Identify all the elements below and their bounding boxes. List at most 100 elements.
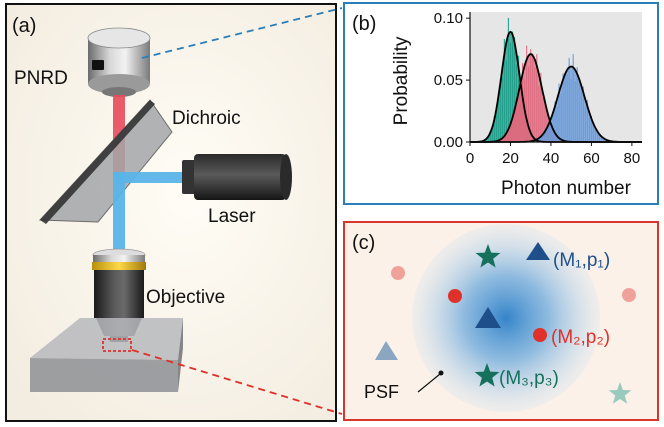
- series-0-bar: [489, 131, 491, 142]
- dichroic-label: Dichroic: [172, 108, 241, 129]
- series-2-bar: [570, 79, 572, 142]
- series-2-bar: [602, 138, 605, 142]
- connector-to-c: [131, 349, 343, 415]
- series-2-bar: [590, 116, 593, 142]
- x-tick-label: 20: [502, 150, 519, 167]
- panel-c: (c) (M₁,p₁) (M₂,p₂) (M₃,p₃) PSF: [343, 221, 659, 421]
- series-2-bar: [600, 135, 603, 142]
- series-1-bar: [526, 45, 528, 142]
- connector-to-b: [141, 7, 343, 59]
- y-tick-label: 0.05: [434, 72, 463, 89]
- series-2-bar: [566, 74, 568, 142]
- series-0-bar: [497, 96, 499, 142]
- series-2-bar: [604, 139, 607, 142]
- series-2-bar: [564, 75, 566, 142]
- series-2-bar: [574, 81, 576, 142]
- excitation-beam-horizontal: [113, 172, 185, 183]
- marker-label-m2: (M₂,p₂): [551, 327, 610, 348]
- series-2-bar: [540, 135, 542, 142]
- series-2-bar: [588, 117, 590, 142]
- series-0-bar: [499, 79, 501, 142]
- laser-source: [182, 154, 292, 200]
- series-2-bar: [598, 135, 601, 142]
- series-2-bar: [580, 88, 582, 142]
- series-2-bar: [544, 129, 546, 142]
- series-2-bar: [582, 86, 584, 142]
- series-1-bar: [544, 98, 546, 142]
- series-0-bar: [513, 37, 516, 142]
- series-2-bar: [586, 99, 588, 142]
- series-0-bar: [487, 137, 489, 142]
- marker-label-m1: (M₁,p₁): [553, 250, 610, 271]
- series-0-bar: [509, 42, 512, 143]
- series-1-bar: [546, 109, 548, 142]
- psf-pointer: [417, 373, 441, 393]
- x-tick-label: 0: [466, 150, 474, 167]
- series-2-bar: [554, 101, 556, 142]
- pnrd-detector: [87, 27, 151, 97]
- series-2-bar: [584, 106, 586, 142]
- sample-slide: [30, 318, 183, 392]
- faint-triangle-emitter: [375, 341, 398, 360]
- y-tick-label: 0.00: [434, 134, 463, 151]
- series-1-bar: [534, 67, 536, 142]
- series-1-bar: [519, 88, 522, 142]
- series-2-bar: [568, 57, 570, 142]
- excitation-beam-vertical: [113, 172, 125, 254]
- star-emitter-m3: [474, 363, 500, 387]
- series-2-bar: [596, 130, 599, 142]
- series-2-bar: [562, 73, 564, 142]
- series-0-bar: [503, 39, 505, 142]
- series-0-bar: [505, 60, 508, 143]
- series-0-bar: [511, 31, 514, 142]
- series-0-bar: [491, 129, 493, 142]
- y-tick-label: 0.10: [434, 10, 463, 27]
- series-1-bar: [530, 49, 532, 142]
- series-2-bar: [542, 135, 544, 142]
- x-tick-label: 40: [543, 150, 560, 167]
- series-2-bar: [592, 124, 595, 142]
- y-axis-label: Probability: [391, 36, 412, 125]
- series-1-bar: [499, 139, 501, 142]
- series-1-bar: [509, 127, 512, 142]
- triangle-emitter: [475, 307, 501, 328]
- panel-a-label: (a): [12, 15, 36, 37]
- triangle-emitter-m1: [526, 242, 550, 260]
- series-2-bar: [548, 122, 550, 142]
- series-1-bar: [501, 137, 503, 142]
- circle-emitter-m2: [533, 328, 547, 342]
- series-1-bar: [503, 135, 505, 142]
- panel-b: (b) 0 20 40 60 80 0.00 0.05 0.10 Photon number Pr…: [343, 2, 659, 205]
- series-1-bar: [517, 90, 520, 142]
- x-axis-label: Photon number: [501, 178, 632, 199]
- series-2-bar: [556, 106, 558, 142]
- series-2-bar: [594, 128, 597, 142]
- star-emitter: [475, 244, 501, 268]
- photon-histogram: 0 20 40 60 80 0.00 0.05 0.10 Photon number Probab…: [391, 10, 642, 199]
- panel-c-label: (c): [352, 232, 375, 254]
- series-0-bar: [493, 116, 495, 142]
- series-1-bar: [513, 113, 516, 142]
- psf-pointer-dot: [438, 370, 444, 376]
- circle-emitter: [448, 289, 462, 303]
- series-1-bar: [542, 98, 544, 142]
- series-2-bar: [572, 53, 574, 143]
- psf-spot: [412, 224, 600, 412]
- laser-label: Laser: [208, 206, 256, 227]
- series-1-bar: [507, 126, 510, 142]
- series-0-bar: [485, 138, 487, 142]
- psf-label: PSF: [364, 382, 399, 402]
- series-1-bar: [515, 99, 518, 142]
- series-0-bar: [501, 77, 503, 142]
- faint-circle-emitter: [391, 266, 405, 280]
- series-1-bar: [505, 134, 508, 142]
- pnrd-label: PNRD: [14, 68, 68, 89]
- series-2-bar: [546, 129, 548, 142]
- series-1-bar: [532, 53, 534, 142]
- panel-a: (a) PNRD Dichroic Laser: [5, 3, 337, 422]
- x-tick-label: 80: [624, 150, 641, 167]
- series-1-bar: [540, 72, 542, 142]
- faint-circle-emitter: [622, 288, 636, 302]
- x-tick-label: 60: [583, 150, 600, 167]
- marker-label-m3: (M₃,p₃): [499, 368, 559, 389]
